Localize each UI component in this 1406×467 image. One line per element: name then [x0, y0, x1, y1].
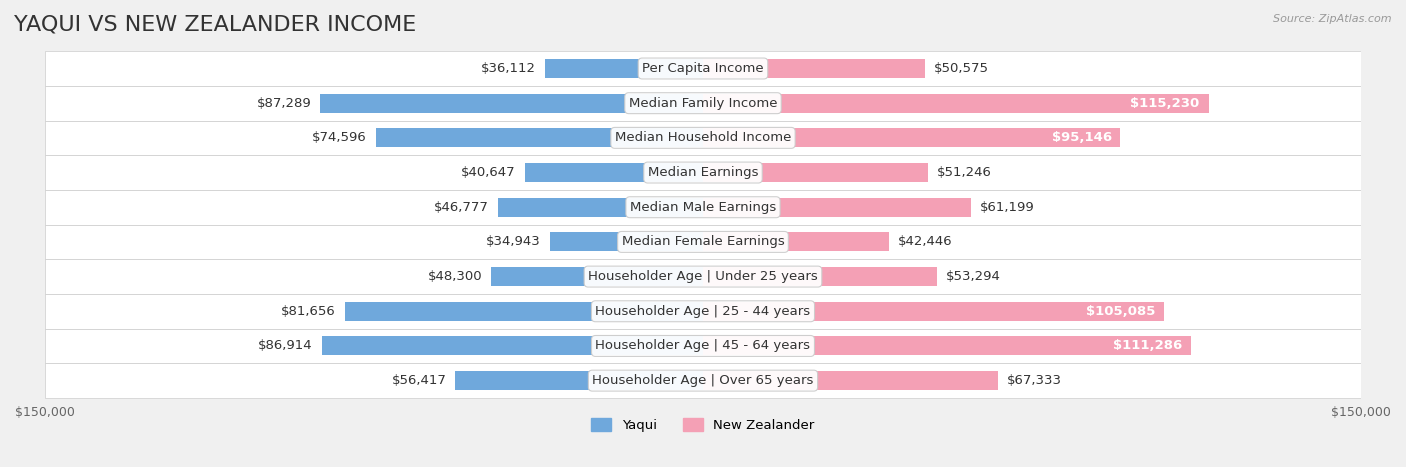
Text: Householder Age | 25 - 44 years: Householder Age | 25 - 44 years	[595, 305, 811, 318]
Text: Median Female Earnings: Median Female Earnings	[621, 235, 785, 248]
Text: $67,333: $67,333	[1007, 374, 1062, 387]
Text: Median Earnings: Median Earnings	[648, 166, 758, 179]
Text: $115,230: $115,230	[1130, 97, 1199, 110]
Text: $95,146: $95,146	[1052, 131, 1112, 144]
Bar	[703, 336, 1191, 355]
Bar	[544, 59, 703, 78]
Text: $51,246: $51,246	[936, 166, 991, 179]
Bar	[375, 128, 703, 148]
Text: $105,085: $105,085	[1085, 305, 1156, 318]
Text: $40,647: $40,647	[461, 166, 516, 179]
Text: Median Household Income: Median Household Income	[614, 131, 792, 144]
Bar	[322, 336, 703, 355]
Bar	[703, 59, 925, 78]
Text: $81,656: $81,656	[281, 305, 336, 318]
Bar	[491, 267, 703, 286]
Text: $50,575: $50,575	[934, 62, 988, 75]
Bar	[45, 86, 1361, 120]
Text: $46,777: $46,777	[434, 201, 489, 214]
Bar	[45, 51, 1361, 86]
Text: $53,294: $53,294	[946, 270, 1001, 283]
Text: YAQUI VS NEW ZEALANDER INCOME: YAQUI VS NEW ZEALANDER INCOME	[14, 14, 416, 34]
Text: $36,112: $36,112	[481, 62, 536, 75]
Text: Source: ZipAtlas.com: Source: ZipAtlas.com	[1274, 14, 1392, 24]
Bar	[703, 128, 1121, 148]
Bar	[45, 294, 1361, 329]
Text: $56,417: $56,417	[392, 374, 447, 387]
Bar	[456, 371, 703, 390]
Text: $42,446: $42,446	[898, 235, 953, 248]
Bar	[703, 302, 1164, 321]
Text: Median Male Earnings: Median Male Earnings	[630, 201, 776, 214]
Bar	[703, 94, 1209, 113]
Text: $111,286: $111,286	[1114, 340, 1182, 353]
Bar	[703, 371, 998, 390]
Bar	[703, 267, 936, 286]
Bar	[344, 302, 703, 321]
Bar	[45, 155, 1361, 190]
Bar	[498, 198, 703, 217]
Bar	[45, 363, 1361, 398]
Bar	[45, 329, 1361, 363]
Text: Householder Age | Over 65 years: Householder Age | Over 65 years	[592, 374, 814, 387]
Bar	[45, 259, 1361, 294]
Bar	[45, 190, 1361, 225]
Text: Median Family Income: Median Family Income	[628, 97, 778, 110]
Text: Per Capita Income: Per Capita Income	[643, 62, 763, 75]
Text: Householder Age | 45 - 64 years: Householder Age | 45 - 64 years	[596, 340, 810, 353]
Text: $34,943: $34,943	[486, 235, 541, 248]
Text: $86,914: $86,914	[259, 340, 314, 353]
Text: Householder Age | Under 25 years: Householder Age | Under 25 years	[588, 270, 818, 283]
Text: $48,300: $48,300	[427, 270, 482, 283]
Bar	[524, 163, 703, 182]
Bar	[703, 163, 928, 182]
Legend: Yaqui, New Zealander: Yaqui, New Zealander	[586, 412, 820, 437]
Bar	[703, 198, 972, 217]
Bar	[550, 233, 703, 251]
Text: $74,596: $74,596	[312, 131, 367, 144]
Text: $87,289: $87,289	[256, 97, 311, 110]
Bar	[703, 233, 889, 251]
Bar	[321, 94, 703, 113]
Bar	[45, 120, 1361, 155]
Text: $61,199: $61,199	[980, 201, 1035, 214]
Bar	[45, 225, 1361, 259]
